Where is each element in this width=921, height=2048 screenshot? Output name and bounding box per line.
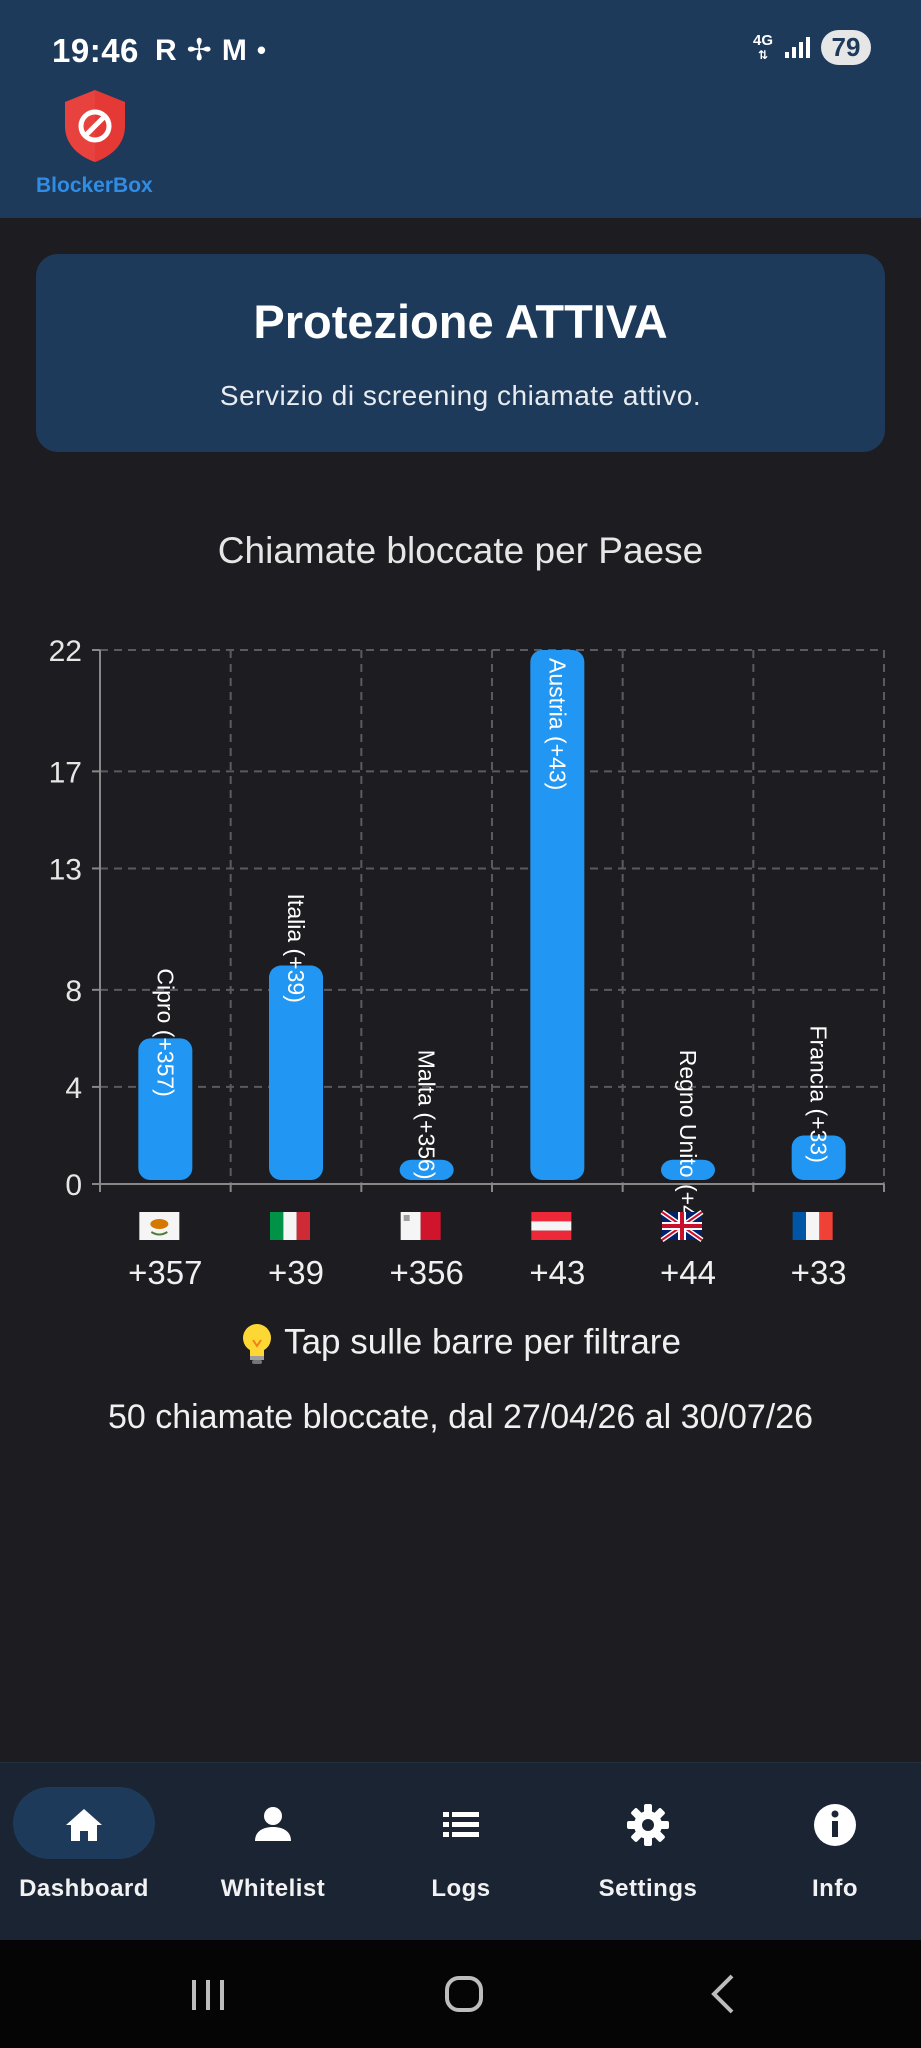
nav-label: Info (812, 1875, 858, 1902)
protection-subtitle: Servizio di screening chiamate attivo. (219, 380, 702, 411)
nav-settings[interactable]: Settings (571, 1763, 725, 1941)
back-icon[interactable] (662, 1940, 782, 2048)
filter-hint: Tap sulle barre per filtrare (0, 1322, 921, 1366)
system-navigation-bar (0, 1940, 921, 2048)
gmail-notification-icon: M (221, 33, 247, 67)
bar-label: Cipro (+357) (152, 968, 178, 1096)
nav-logs[interactable]: Logs (384, 1763, 538, 1941)
x-tick-label: +356 (389, 1254, 463, 1291)
recents-icon[interactable] (148, 1940, 268, 2048)
y-tick-label: 13 (49, 853, 82, 886)
more-notifications-dot: • (256, 35, 266, 65)
flag-mt-icon (400, 1212, 441, 1240)
x-tick-label: +33 (791, 1254, 847, 1291)
bar-label: Austria (+43) (544, 658, 570, 790)
pinwheel-notification-icon: ✢ (186, 34, 212, 67)
lightbulb-icon (243, 1324, 272, 1364)
home-icon (66, 1809, 102, 1841)
nav-label: Settings (598, 1875, 698, 1902)
app-name: BlockerBox (36, 174, 153, 197)
blocked-calls-summary: 50 chiamate bloccate, dal 27/04/26 al 30… (107, 1398, 814, 1436)
bar-39[interactable] (269, 965, 323, 1180)
x-tick-label: +44 (660, 1254, 716, 1291)
home-circle-icon[interactable] (404, 1940, 524, 2048)
x-tick-label: +43 (529, 1254, 585, 1291)
signal-icon (785, 36, 810, 58)
bar-label: Italia (+39) (283, 894, 309, 1003)
nav-label: Logs (431, 1875, 491, 1902)
bar-357[interactable] (138, 1038, 193, 1180)
bar-33[interactable] (791, 1135, 846, 1180)
flag-at-icon (531, 1212, 572, 1240)
nav-label: Whitelist (220, 1875, 326, 1902)
network-type: 4G ⇅ (752, 31, 773, 62)
y-tick-label: 8 (65, 975, 82, 1008)
blockerbox-logo-icon (65, 90, 125, 162)
flag-it-icon (270, 1212, 310, 1240)
flag-gb-icon (660, 1209, 704, 1243)
nav-whitelist[interactable]: Whitelist (196, 1763, 350, 1941)
battery-indicator: 79 (821, 30, 871, 65)
person-icon (255, 1807, 291, 1841)
bar-356[interactable] (399, 1159, 454, 1180)
bar-label: Malta (+356) (414, 1050, 440, 1180)
chart-title: Chiamate bloccate per Paese (217, 530, 704, 571)
nav-dashboard[interactable]: Dashboard (0, 1763, 168, 1941)
gear-icon (627, 1804, 669, 1846)
filter-hint-text: Tap sulle barre per filtrare (284, 1322, 681, 1362)
flag-cy-icon (139, 1212, 180, 1240)
bar-label: Regno Unito (+44) (675, 1050, 701, 1239)
r-notification-icon: R (155, 33, 177, 67)
y-tick-label: 4 (65, 1072, 82, 1105)
notification-icons: R ✢ M • (155, 33, 266, 68)
app-header: 19:46 R ✢ M • 4G ⇅ 79 BlockerBox (0, 0, 921, 218)
nav-label: Dashboard (19, 1875, 149, 1902)
bar-43[interactable] (530, 650, 585, 1180)
y-tick-label: 22 (49, 635, 82, 668)
status-right: 4G ⇅ 79 (753, 30, 871, 65)
y-tick-label: 17 (49, 756, 82, 789)
x-tick-label: +357 (128, 1254, 202, 1291)
x-tick-label: +39 (268, 1254, 324, 1291)
y-tick-label: 0 (65, 1169, 82, 1202)
blocked-calls-bar-chart: 0 4 8 13 17 22 Cipro (+357) +357 Italia (+39) +39… (49, 635, 885, 1291)
status-time: 19:46 (52, 32, 139, 69)
protection-title: Protezione ATTIVA (253, 295, 668, 348)
list-icon (443, 1812, 479, 1837)
nav-info[interactable]: Info (760, 1763, 910, 1941)
bar-label: Francia (+33) (806, 1025, 832, 1162)
bottom-navigation: Dashboard Whitelist Logs (0, 1762, 921, 1941)
protection-status-card: Protezione ATTIVA Servizio di screening … (36, 254, 885, 452)
flag-fr-icon (792, 1212, 833, 1240)
info-icon (814, 1804, 856, 1846)
bar-44[interactable] (661, 1159, 715, 1180)
